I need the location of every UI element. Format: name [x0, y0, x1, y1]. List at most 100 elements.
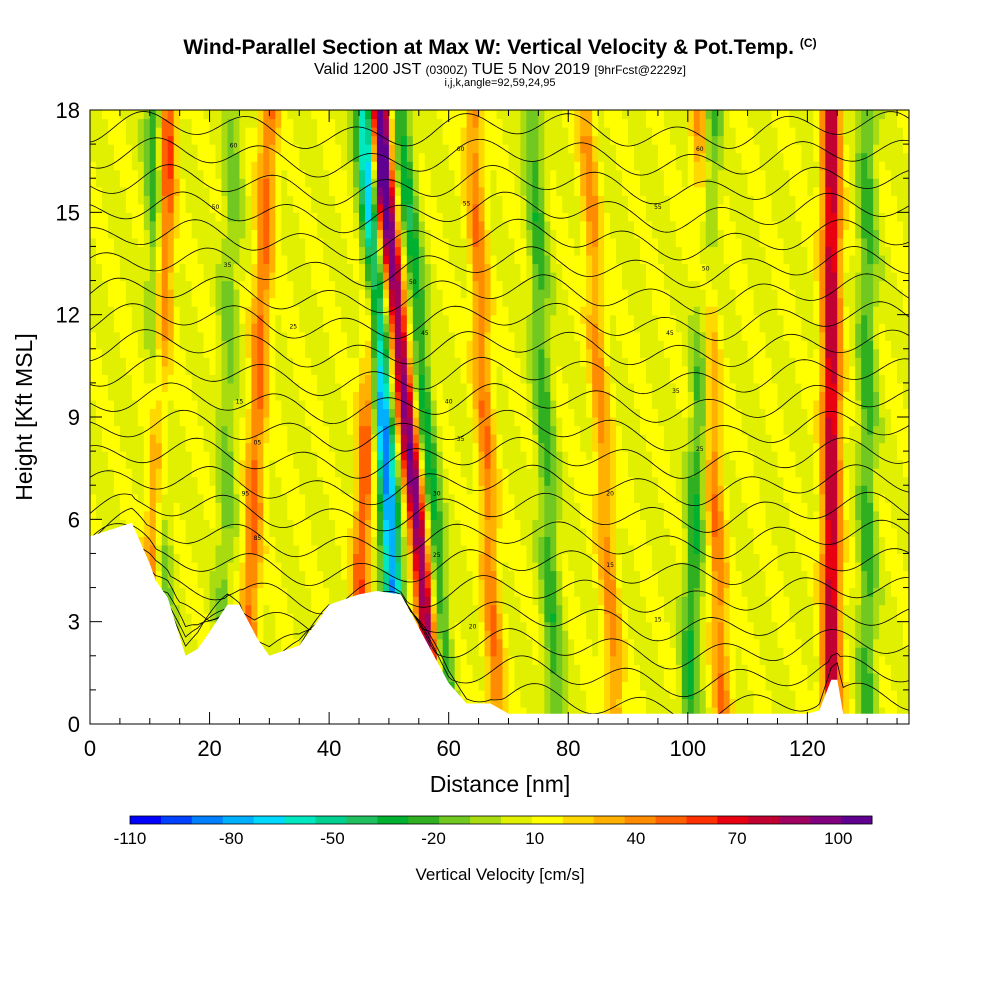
velocity-cell: [137, 212, 145, 222]
velocity-cell: [239, 493, 247, 503]
velocity-cell: [436, 519, 444, 529]
velocity-cell: [167, 212, 175, 222]
velocity-cell: [323, 561, 330, 572]
velocity-cell: [394, 212, 402, 222]
velocity-cell: [149, 544, 157, 555]
velocity-cell: [227, 289, 235, 299]
velocity-cell: [317, 510, 324, 520]
velocity-cell: [347, 374, 354, 384]
velocity-cell: [472, 493, 480, 503]
velocity-cell: [329, 195, 336, 205]
velocity-cell: [281, 297, 288, 307]
velocity-cell: [454, 425, 462, 435]
velocity-cell: [418, 502, 426, 512]
velocity-cell: [430, 536, 438, 546]
velocity-cell: [203, 630, 211, 640]
velocity-cell: [173, 434, 181, 444]
velocity-cell: [221, 434, 229, 444]
velocity-cell: [370, 442, 378, 452]
velocity-cell: [317, 254, 324, 265]
velocity-cell: [215, 263, 223, 273]
velocity-cell: [95, 408, 103, 418]
velocity-cell: [221, 203, 229, 213]
velocity-cell: [478, 297, 486, 307]
velocity-cell: [239, 340, 247, 350]
velocity-cell: [472, 485, 480, 495]
velocity-cell: [388, 280, 396, 290]
velocity-cell: [323, 340, 330, 350]
velocity-cell: [359, 476, 366, 486]
velocity-cell: [281, 340, 288, 350]
velocity-cell: [269, 365, 276, 375]
velocity-cell: [347, 195, 354, 205]
velocity-cell: [496, 638, 504, 648]
velocity-cell: [466, 135, 474, 145]
velocity-cell: [388, 220, 396, 230]
velocity-cell: [245, 152, 253, 162]
velocity-cell: [341, 220, 348, 230]
velocity-cell: [394, 127, 402, 137]
velocity-cell: [347, 579, 354, 589]
velocity-cell: [364, 152, 372, 162]
velocity-cell: [209, 485, 217, 495]
velocity-cell: [90, 272, 97, 282]
velocity-cell: [460, 587, 468, 597]
velocity-cell: [400, 382, 408, 393]
velocity-cell: [173, 408, 181, 418]
velocity-cell: [203, 451, 211, 461]
velocity-cell: [329, 485, 336, 495]
velocity-cell: [167, 587, 175, 597]
velocity-cell: [143, 297, 151, 307]
velocity-cell: [359, 169, 366, 179]
velocity-cell: [179, 408, 187, 418]
velocity-cell: [341, 314, 348, 324]
velocity-cell: [203, 561, 211, 572]
velocity-cell: [436, 340, 444, 350]
velocity-cell: [215, 502, 223, 512]
velocity-cell: [442, 451, 450, 461]
velocity-cell: [347, 280, 354, 290]
velocity-cell: [418, 340, 426, 350]
velocity-cell: [412, 272, 420, 282]
velocity-cell: [466, 408, 474, 418]
velocity-cell: [143, 399, 151, 410]
velocity-cell: [394, 280, 402, 290]
velocity-cell: [155, 118, 163, 128]
velocity-cell: [436, 579, 444, 589]
velocity-cell: [311, 110, 318, 120]
velocity-cell: [293, 186, 300, 196]
velocity-cell: [257, 630, 264, 640]
velocity-cell: [394, 178, 402, 188]
velocity-cell: [448, 561, 456, 572]
velocity-cell: [370, 510, 378, 520]
velocity-cell: [257, 374, 264, 384]
velocity-cell: [185, 161, 193, 171]
velocity-cell: [125, 186, 133, 196]
velocity-cell: [275, 135, 282, 145]
velocity-cell: [418, 331, 426, 341]
velocity-cell: [209, 399, 217, 410]
velocity-cell: [251, 613, 258, 623]
velocity-cell: [269, 348, 276, 358]
velocity-cell: [460, 297, 468, 307]
velocity-cell: [353, 306, 360, 316]
velocity-cell: [388, 561, 396, 572]
velocity-cell: [251, 408, 258, 418]
velocity-cell: [353, 519, 360, 529]
velocity-cell: [502, 621, 510, 631]
velocity-cell: [149, 212, 157, 222]
velocity-cell: [179, 229, 187, 239]
velocity-cell: [466, 348, 474, 358]
velocity-cell: [101, 280, 109, 290]
velocity-cell: [388, 374, 396, 384]
velocity-cell: [364, 340, 372, 350]
velocity-cell: [317, 152, 324, 162]
velocity-cell: [155, 289, 163, 299]
velocity-cell: [113, 425, 121, 435]
velocity-cell: [442, 374, 450, 384]
velocity-cell: [323, 229, 330, 239]
velocity-cell: [364, 451, 372, 461]
velocity-cell: [448, 510, 456, 520]
velocity-cell: [490, 408, 498, 418]
velocity-cell: [269, 246, 276, 256]
